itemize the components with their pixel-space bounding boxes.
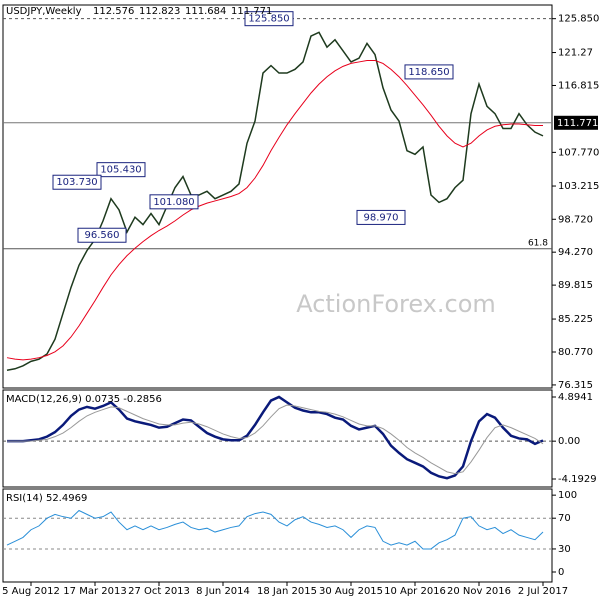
x-tick-label: 2 Jul 2017 [518,586,568,597]
annotation-label: 105.430 [100,165,141,176]
annotation-label: 101.080 [153,197,194,208]
ohlc-value: 112.823 [139,6,180,17]
y-tick-label: 103.215 [558,181,599,192]
annotation-box [52,174,102,190]
x-tick-label: 30 Aug 2015 [319,586,383,597]
annotation-box [149,194,199,210]
y-tick-label: 70 [558,513,571,524]
y-tick-label: -4.1929 [558,474,597,485]
annotation-box [404,64,454,80]
ohlc-value: 112.576 [93,6,134,17]
y-tick-label: 121.27 [558,48,593,59]
series-line [7,404,544,475]
y-tick-label: 107.770 [558,147,599,158]
series-line [7,395,544,480]
x-tick-label: 20 Nov 2016 [447,586,511,597]
y-tick-label: 100 [558,490,577,501]
annotation-label: 103.730 [56,177,97,188]
annotation-label: 98.970 [364,212,399,223]
x-tick-label: 27 Oct 2013 [128,586,190,597]
annotation-label: 118.650 [408,67,449,78]
panel-title: MACD(12,26,9) 0.0735 -0.2856 [6,394,162,405]
panel-title: RSI(14) 52.4969 [6,493,87,504]
annotation-box [356,209,406,225]
ohlc-value: 111.771 [231,6,272,17]
series-line [6,59,543,361]
y-tick-label: 4.8941 [558,392,593,403]
y-tick-label: 80.770 [558,347,593,358]
watermark: ActionForex.com [296,290,496,318]
y-tick-label: 85.225 [558,314,593,325]
panel-frame [2,488,553,583]
y-tick-label: 0 [558,567,564,578]
last-price-label: 111.771 [557,118,598,129]
y-tick-label: 89.815 [558,280,593,291]
x-tick-label: 5 Aug 2012 [2,586,60,597]
annotation-box [96,162,146,178]
y-tick-label: 94.270 [558,247,593,258]
x-tick-label: 18 Jan 2015 [257,586,317,597]
symbol: USDJPY,Weekly [6,6,82,17]
panel-frame [2,389,553,488]
series-line [6,509,544,550]
ohlc-value: 111.684 [185,6,226,17]
panel-frame [2,4,553,389]
y-tick-label: 0.00 [558,436,580,447]
x-tick-label: 17 Mar 2013 [63,586,126,597]
annotation-label: 125.850 [248,14,289,25]
y-tick-label: 98.720 [558,214,593,225]
x-tick-label: 10 Apr 2016 [384,586,446,597]
last-price-box [554,115,598,130]
annotation-box [77,227,127,243]
y-tick-label: 30 [558,544,571,555]
x-tick-label: 8 Jun 2014 [196,586,250,597]
y-tick-label: 116.815 [558,80,599,91]
annotation-label: 96.560 [85,230,120,241]
y-tick-label: 125.850 [558,14,599,25]
reference-label: 61.8 [528,238,548,248]
annotation-box [244,11,294,27]
y-tick-label: 76.315 [558,380,593,391]
